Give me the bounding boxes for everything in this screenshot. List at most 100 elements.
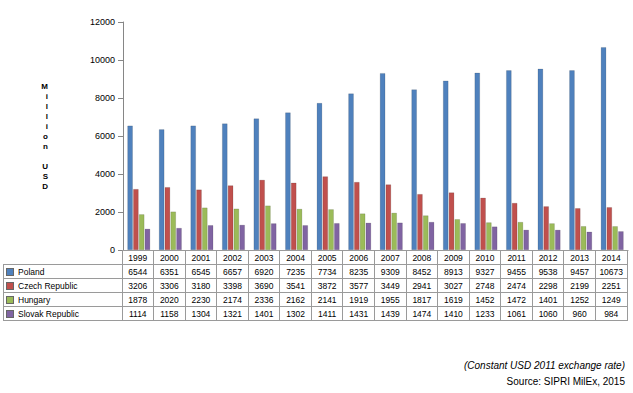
html-text:Hungary: Hungary — [18, 294, 51, 305]
html-text:2012: 2012 — [538, 252, 558, 263]
html-text:1401: 1401 — [538, 294, 558, 305]
svg-text:10000: 10000 — [90, 55, 115, 65]
html-text:9327: 9327 — [475, 266, 495, 277]
html-text:2005: 2005 — [317, 252, 337, 263]
html-text:2174: 2174 — [223, 294, 242, 305]
html-text:2006: 2006 — [349, 252, 369, 263]
html-text:1302: 1302 — [286, 308, 305, 319]
html-text:8913: 8913 — [443, 266, 463, 277]
svg-text:D: D — [42, 182, 48, 191]
html-text:2020: 2020 — [159, 294, 179, 305]
html-text:2011: 2011 — [507, 252, 526, 263]
html-text:1999: 1999 — [128, 252, 148, 263]
html-text:2941: 2941 — [412, 280, 432, 291]
html-text:2230: 2230 — [191, 294, 211, 305]
html-text:2009: 2009 — [443, 252, 463, 263]
svg-text:l: l — [46, 112, 48, 121]
html-text:2003: 2003 — [254, 252, 274, 263]
html-text:1619: 1619 — [443, 294, 463, 305]
html-text:1474: 1474 — [412, 308, 432, 319]
html-text:1060: 1060 — [538, 308, 558, 319]
svg-text:8000: 8000 — [95, 93, 115, 103]
html-text:7734: 7734 — [317, 266, 337, 277]
html-text:1472: 1472 — [507, 294, 526, 305]
html-text:Czech Republic: Czech Republic — [18, 280, 78, 291]
html-text:3180: 3180 — [191, 280, 211, 291]
html-text:10673: 10673 — [599, 266, 623, 277]
svg-text:S: S — [43, 172, 49, 181]
html-text:2474: 2474 — [507, 280, 526, 291]
svg-text:0: 0 — [110, 245, 115, 255]
html-text:6657: 6657 — [223, 266, 242, 277]
html-text:Slovak Republic: Slovak Republic — [18, 308, 79, 319]
html-text:1304: 1304 — [191, 308, 211, 319]
html-text:1321: 1321 — [223, 308, 242, 319]
html-text:8235: 8235 — [349, 266, 369, 277]
html-text:1158: 1158 — [160, 308, 179, 319]
svg-text:U: U — [42, 162, 48, 171]
html-text:2004: 2004 — [286, 252, 305, 263]
html-text:960: 960 — [572, 308, 587, 319]
html-text:1452: 1452 — [475, 294, 495, 305]
html-text:1817: 1817 — [412, 294, 432, 305]
html-text:9457: 9457 — [570, 266, 590, 277]
svg-text:6000: 6000 — [95, 131, 115, 141]
svg-text:i: i — [46, 92, 48, 101]
html-text:6545: 6545 — [191, 266, 211, 277]
html-text:1878: 1878 — [128, 294, 148, 305]
svg-text:M: M — [41, 82, 48, 91]
html-text:3541: 3541 — [286, 280, 305, 291]
html-text:2002: 2002 — [223, 252, 242, 263]
html-text:1061: 1061 — [507, 308, 526, 319]
html-text:1233: 1233 — [475, 308, 495, 319]
html-text:1411: 1411 — [318, 308, 337, 319]
html-text:2298: 2298 — [538, 280, 558, 291]
html-text:3872: 3872 — [317, 280, 337, 291]
svg-text:i: i — [46, 122, 48, 131]
html-text:3577: 3577 — [349, 280, 369, 291]
html-text:2162: 2162 — [286, 294, 305, 305]
html-text:2010: 2010 — [475, 252, 495, 263]
svg-text:2000: 2000 — [95, 207, 115, 217]
html-text:2000: 2000 — [159, 252, 179, 263]
html-text:2141: 2141 — [317, 294, 337, 305]
html-text:2007: 2007 — [380, 252, 400, 263]
html-text:3449: 3449 — [380, 280, 400, 291]
html-text:2013: 2013 — [570, 252, 590, 263]
html-text:1410: 1410 — [443, 308, 463, 319]
svg-text:l: l — [46, 102, 48, 111]
html-text:2199: 2199 — [570, 280, 590, 291]
html-text:Poland: Poland — [18, 266, 45, 277]
html-text:1919: 1919 — [349, 294, 369, 305]
html-text:3398: 3398 — [223, 280, 242, 291]
html-text:1249: 1249 — [601, 294, 621, 305]
html-text:1252: 1252 — [570, 294, 590, 305]
html-text:1431: 1431 — [349, 308, 369, 319]
html-text:3027: 3027 — [443, 280, 463, 291]
svg-text:4000: 4000 — [95, 169, 115, 179]
html-text:2748: 2748 — [475, 280, 495, 291]
svg-text:o: o — [43, 132, 48, 141]
html-text:2336: 2336 — [254, 294, 274, 305]
svg-text:12000: 12000 — [90, 17, 115, 27]
html-text:2001: 2001 — [191, 252, 211, 263]
html-text:2014: 2014 — [601, 252, 621, 263]
html-text:3206: 3206 — [128, 280, 148, 291]
html-text:9455: 9455 — [507, 266, 526, 277]
html-text:6920: 6920 — [254, 266, 274, 277]
html-text:1439: 1439 — [380, 308, 400, 319]
html-text:1401: 1401 — [254, 308, 274, 319]
html-text:6544: 6544 — [128, 266, 148, 277]
html-text:6351: 6351 — [159, 266, 179, 277]
html-text:9538: 9538 — [538, 266, 558, 277]
html-text:1955: 1955 — [380, 294, 400, 305]
html-text:3690: 3690 — [254, 280, 274, 291]
html-text:8452: 8452 — [412, 266, 432, 277]
svg-text:n: n — [43, 142, 48, 151]
html-text:1114: 1114 — [129, 308, 147, 319]
html-text:9309: 9309 — [380, 266, 400, 277]
html-text:2008: 2008 — [412, 252, 432, 263]
html-text:3306: 3306 — [159, 280, 179, 291]
html-text:7235: 7235 — [286, 266, 305, 277]
html-text:2251: 2251 — [601, 280, 621, 291]
